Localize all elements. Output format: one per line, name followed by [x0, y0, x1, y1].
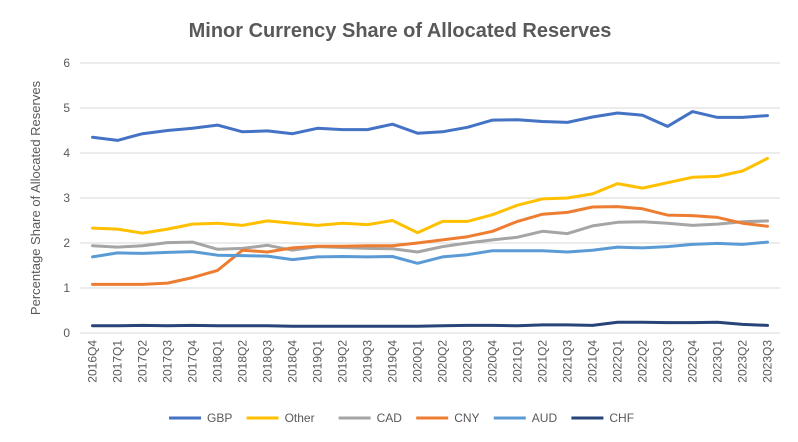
x-tick-label: 2019Q1 [311, 340, 325, 383]
legend-item-cad: CAD [338, 411, 403, 425]
legend: GBP Other CAD CNY AUD CHF [169, 411, 634, 425]
y-tick-label: 3 [63, 191, 70, 205]
x-tick-label: 2019Q3 [361, 340, 375, 383]
legend-label: Other [285, 411, 315, 425]
x-tick-label: 2022Q1 [611, 340, 625, 383]
x-tick-label: 2021Q2 [536, 340, 550, 383]
y-axis-label: Percentage Share of Allocated Reserves [28, 80, 43, 315]
x-tick-label: 2023Q3 [761, 340, 775, 383]
x-tick-label: 2023Q2 [736, 340, 750, 383]
x-tick-label: 2017Q4 [186, 340, 200, 383]
x-tick-label: 2018Q2 [236, 340, 250, 383]
series-line-gbp [91, 110, 769, 142]
x-tick-label: 2016Q4 [86, 340, 100, 383]
x-tick-label: 2018Q4 [286, 340, 300, 383]
gridlines [80, 62, 780, 334]
legend-item-chf: CHF [571, 411, 634, 425]
x-tick-label: 2019Q2 [336, 340, 350, 383]
y-tick-label: 1 [63, 281, 70, 295]
series-line-chf [91, 320, 769, 328]
x-tick-label: 2017Q2 [136, 340, 150, 383]
series-line-cny [91, 205, 769, 286]
y-tick-label: 6 [63, 56, 70, 70]
y-tick-label: 4 [63, 146, 70, 160]
x-tick-label: 2022Q2 [636, 340, 650, 383]
chart-title: Minor Currency Share of Allocated Reserv… [189, 20, 612, 42]
legend-item-cny: CNY [416, 411, 480, 425]
legend-label: CAD [377, 411, 403, 425]
x-tick-label: 2020Q3 [461, 340, 475, 383]
legend-item-other: Other [246, 411, 315, 425]
y-tick-label: 5 [63, 101, 70, 115]
x-tick-label: 2020Q2 [436, 340, 450, 383]
series-line-cad [91, 219, 769, 254]
x-tick-label: 2017Q3 [161, 340, 175, 383]
series-line-aud [91, 240, 769, 265]
legend-label: CNY [454, 411, 479, 425]
legend-item-aud: AUD [493, 411, 558, 425]
x-tick-label: 2018Q1 [211, 340, 225, 383]
x-tick-label: 2022Q3 [661, 340, 675, 383]
y-tick-label: 0 [63, 326, 70, 340]
x-tick-label: 2021Q3 [561, 340, 575, 383]
x-axis-ticks: 2016Q4 2017Q1 2017Q2 2017Q3 2017Q4 2018Q1 2018… [86, 340, 775, 383]
series-lines [91, 110, 769, 328]
y-tick-label: 2 [63, 236, 70, 250]
x-tick-label: 2021Q1 [511, 340, 525, 383]
x-tick-label: 2023Q1 [711, 340, 725, 383]
legend-label: CHF [609, 411, 634, 425]
legend-item-gbp: GBP [169, 411, 232, 425]
series-line-other [91, 156, 769, 235]
legend-label: GBP [207, 411, 232, 425]
legend-label: AUD [532, 411, 558, 425]
y-axis-ticks: 0 1 2 3 4 5 6 [63, 56, 70, 340]
x-tick-label: 2020Q4 [486, 340, 500, 383]
x-tick-label: 2020Q1 [411, 340, 425, 383]
x-tick-label: 2017Q1 [111, 340, 125, 383]
x-tick-label: 2018Q3 [261, 340, 275, 383]
x-tick-label: 2019Q4 [386, 340, 400, 383]
x-tick-label: 2022Q4 [686, 340, 700, 383]
x-tick-label: 2021Q4 [586, 340, 600, 383]
